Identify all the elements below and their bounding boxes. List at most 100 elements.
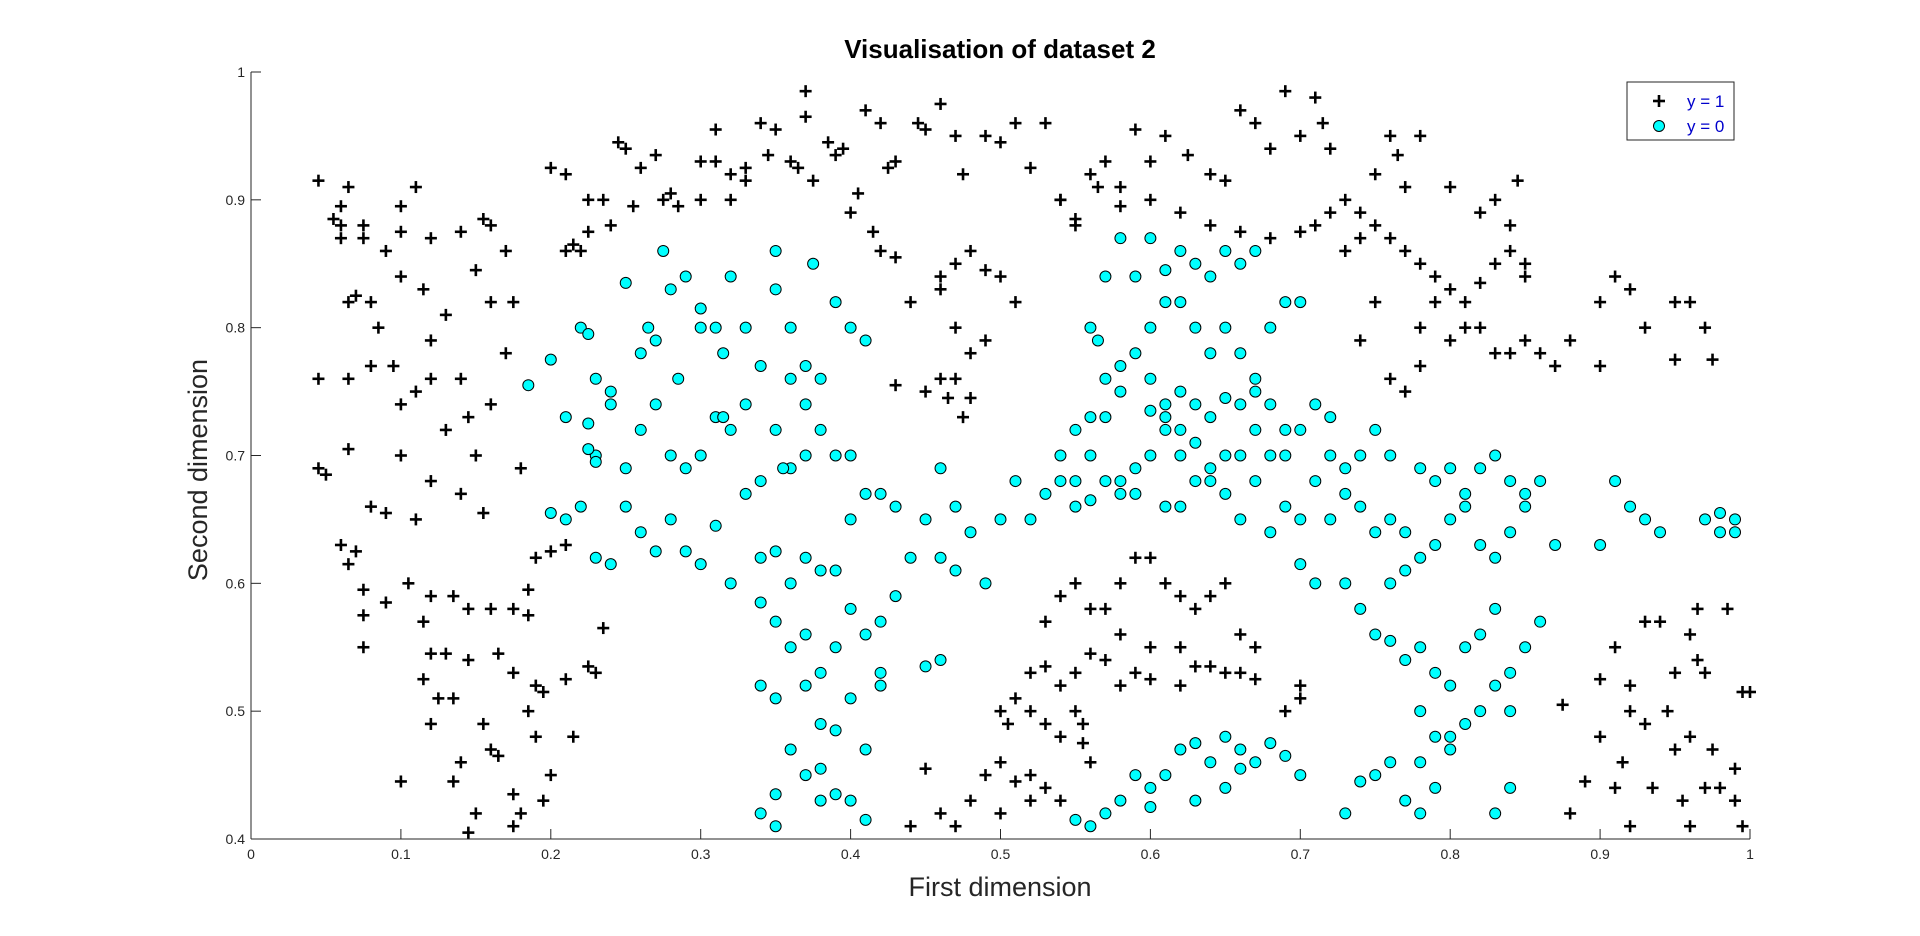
data-point-y1 xyxy=(454,756,467,769)
data-point-y1 xyxy=(424,334,437,347)
data-point-y1 xyxy=(1721,602,1734,615)
data-point-y1 xyxy=(394,449,407,462)
data-point-y0 xyxy=(829,724,842,737)
data-point-y1 xyxy=(1624,283,1637,296)
data-point-y1 xyxy=(1729,762,1742,775)
data-point-y1 xyxy=(1009,692,1022,705)
data-point-y0 xyxy=(1144,449,1157,462)
data-point-y1 xyxy=(762,149,775,162)
data-point-y0 xyxy=(799,551,812,564)
data-point-y1 xyxy=(1001,717,1014,730)
data-point-y0 xyxy=(889,590,902,603)
data-point-y1 xyxy=(1339,193,1352,206)
data-point-y1 xyxy=(1474,321,1487,334)
data-point-y1 xyxy=(784,155,797,168)
data-point-y0 xyxy=(1174,296,1187,309)
data-point-y1 xyxy=(1706,743,1719,756)
data-point-y0 xyxy=(859,813,872,826)
data-point-y1 xyxy=(1661,705,1674,718)
data-point-y1 xyxy=(424,475,437,488)
data-point-y0 xyxy=(589,372,602,385)
data-point-y0 xyxy=(769,283,782,296)
data-point-y1 xyxy=(597,622,610,635)
data-point-y1 xyxy=(1684,628,1697,641)
data-point-y1 xyxy=(1009,117,1022,130)
data-point-y1 xyxy=(1204,590,1217,603)
data-point-y1 xyxy=(1699,666,1712,679)
data-point-y0 xyxy=(1234,257,1247,270)
data-point-y0 xyxy=(1189,475,1202,488)
data-point-y0 xyxy=(1339,807,1352,820)
data-point-y1 xyxy=(1204,660,1217,673)
y-axis-label: Second dimension xyxy=(183,359,213,581)
data-point-y1 xyxy=(1459,321,1472,334)
data-point-y1 xyxy=(1354,206,1367,219)
data-point-y1 xyxy=(657,193,670,206)
data-point-y1 xyxy=(319,468,332,481)
data-point-y0 xyxy=(1189,436,1202,449)
data-point-y0 xyxy=(1219,449,1232,462)
data-point-y1 xyxy=(649,149,662,162)
x-tick-label: 0.5 xyxy=(991,846,1011,862)
data-point-y0 xyxy=(919,513,932,526)
data-point-y0 xyxy=(1234,398,1247,411)
x-tick-label: 0.3 xyxy=(691,846,711,862)
x-tick-label: 0.1 xyxy=(391,846,411,862)
data-point-y1 xyxy=(357,583,370,596)
data-point-y1 xyxy=(949,129,962,142)
data-point-y0 xyxy=(829,296,842,309)
data-point-y1 xyxy=(694,155,707,168)
data-point-y1 xyxy=(1474,206,1487,219)
data-point-y1 xyxy=(1489,347,1502,360)
data-point-y0 xyxy=(1279,500,1292,513)
data-point-y0 xyxy=(604,385,617,398)
x-tick-label: 0.7 xyxy=(1291,846,1311,862)
data-point-y1 xyxy=(1369,219,1382,232)
data-point-y0 xyxy=(1279,296,1292,309)
data-point-y1 xyxy=(1204,168,1217,181)
data-point-y0 xyxy=(814,666,827,679)
data-point-y1 xyxy=(1159,129,1172,142)
data-point-y0 xyxy=(1324,513,1337,526)
data-point-y0 xyxy=(1174,423,1187,436)
data-point-y1 xyxy=(964,244,977,257)
data-point-y1 xyxy=(1054,730,1067,743)
data-point-y1 xyxy=(1009,775,1022,788)
data-point-y0 xyxy=(522,379,535,392)
data-point-y1 xyxy=(874,244,887,257)
data-point-y1 xyxy=(1294,692,1307,705)
data-point-y0 xyxy=(1144,372,1157,385)
data-point-y1 xyxy=(1564,807,1577,820)
data-point-y1 xyxy=(1264,142,1277,155)
data-point-y1 xyxy=(439,647,452,660)
y-tick-label: 1 xyxy=(237,64,245,80)
data-point-y1 xyxy=(1691,602,1704,615)
data-point-y0 xyxy=(1099,475,1112,488)
data-point-y0 xyxy=(904,551,917,564)
data-point-y1 xyxy=(342,296,355,309)
data-point-y1 xyxy=(694,193,707,206)
data-point-y1 xyxy=(1129,551,1142,564)
data-point-y0 xyxy=(859,628,872,641)
data-point-y0 xyxy=(717,411,730,424)
data-point-y0 xyxy=(1264,398,1277,411)
data-point-y0 xyxy=(1204,411,1217,424)
data-point-y0 xyxy=(1399,794,1412,807)
data-point-y1 xyxy=(1279,85,1292,98)
data-point-y1 xyxy=(1099,602,1112,615)
data-point-y0 xyxy=(1189,794,1202,807)
data-point-y1 xyxy=(1054,794,1067,807)
y-tick-label: 0.6 xyxy=(226,575,246,591)
y-tick-label: 0.5 xyxy=(226,703,246,719)
data-point-y0 xyxy=(1459,641,1472,654)
data-point-y1 xyxy=(1354,232,1367,245)
data-point-y1 xyxy=(1249,641,1262,654)
data-point-y1 xyxy=(409,513,422,526)
data-point-y1 xyxy=(979,334,992,347)
data-point-y1 xyxy=(342,181,355,194)
data-point-y1 xyxy=(874,117,887,130)
data-point-y1 xyxy=(334,232,347,245)
data-point-y0 xyxy=(994,513,1007,526)
data-point-y0 xyxy=(1069,423,1082,436)
data-point-y1 xyxy=(1609,781,1622,794)
